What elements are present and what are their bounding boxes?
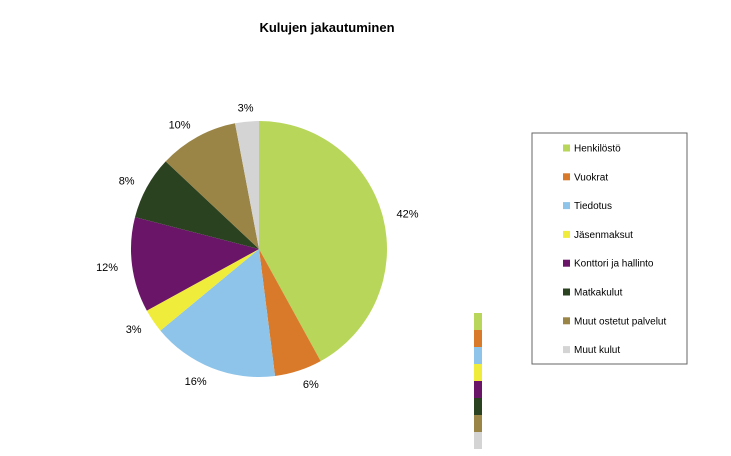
legend-label: Konttori ja hallinto [574, 259, 654, 270]
pie-slice [130, 217, 259, 311]
legend-label: Jäsenmaksut [574, 230, 633, 241]
pie-slice [146, 249, 259, 331]
color-strip [474, 313, 482, 449]
pie-slice [160, 249, 276, 377]
pie-slice [259, 249, 321, 376]
color-strip-segment [474, 347, 482, 364]
color-strip-segment [474, 432, 482, 449]
color-strip-segment [474, 398, 482, 415]
pie-slice [165, 123, 259, 249]
pie-value-label: 8% [119, 176, 135, 188]
pie-value-label: 42% [397, 209, 419, 221]
color-strip-segment [474, 313, 482, 330]
pie-value-label: 3% [126, 324, 142, 336]
pie-slices [130, 121, 388, 377]
legend-swatch [563, 288, 570, 296]
legend-box [531, 132, 688, 365]
color-strip-segment [474, 364, 482, 381]
pie-value-label: 10% [169, 120, 191, 132]
pie-slice [259, 121, 388, 362]
pie-value-label: 12% [96, 262, 118, 274]
legend-label: Henkilöstö [574, 144, 621, 155]
legend: Henkilöstö Vuokrat Tiedotus Jäsenmaksut Kont… [531, 132, 688, 365]
legend-swatch [563, 202, 570, 210]
legend-swatch [563, 173, 570, 181]
legend-label: Muut kulut [574, 345, 620, 356]
legend-swatch [563, 317, 570, 325]
legend-label: Vuokrat [574, 172, 608, 183]
pie-value-labels: 42% 6% 16% 3% 12% 8% 10% 3% [96, 103, 419, 392]
color-strip-segment [474, 415, 482, 432]
pie-value-label: 3% [238, 103, 254, 115]
chart-title: Kulujen jakautuminen [259, 20, 394, 35]
pie-value-label: 16% [185, 376, 207, 388]
pie-slice [235, 121, 259, 249]
legend-swatch [563, 259, 570, 267]
color-strip-segment [474, 381, 482, 398]
color-strip-segment [474, 330, 482, 347]
legend-label: Matkakulut [574, 288, 623, 299]
pie-slice [135, 161, 259, 249]
legend-label: Muut ostetut palvelut [574, 316, 666, 327]
legend-swatch [563, 144, 570, 152]
legend-swatch [563, 230, 570, 238]
legend-swatch [563, 346, 570, 354]
pie-value-label: 6% [303, 379, 319, 391]
legend-label: Tiedotus [574, 201, 612, 212]
